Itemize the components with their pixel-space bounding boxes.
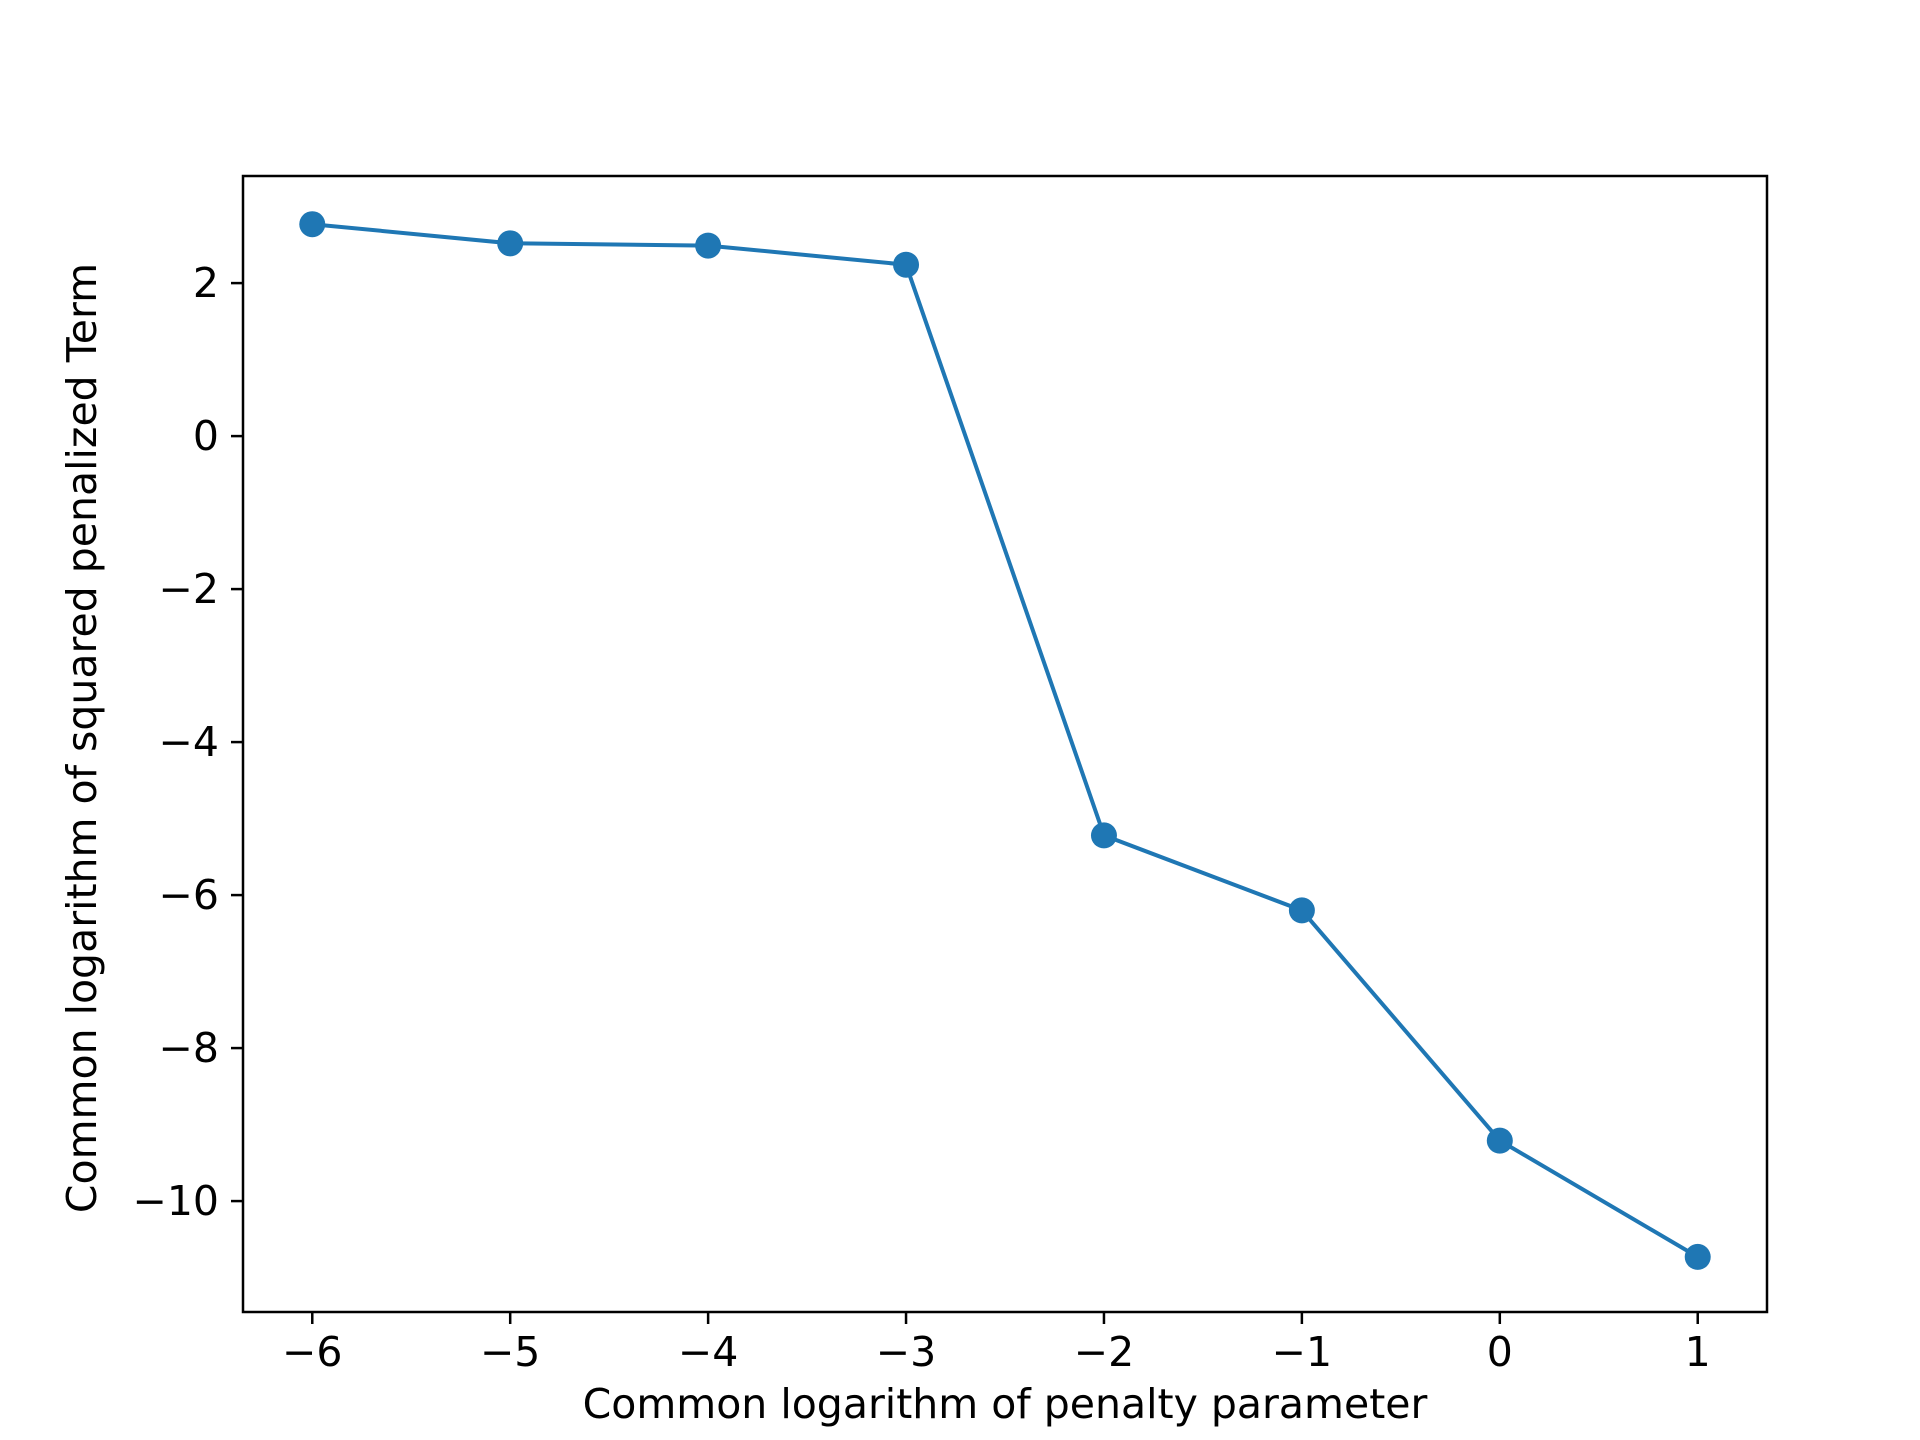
x-tick-label: 0 (1487, 1328, 1513, 1376)
y-tick-label: −10 (132, 1177, 219, 1225)
y-tick-label: 0 (193, 412, 219, 460)
x-tick-label: 1 (1685, 1328, 1711, 1376)
data-point (1090, 822, 1117, 849)
x-tick-label: −5 (480, 1328, 540, 1376)
x-axis-label: Common logarithm of penalty parameter (583, 1380, 1428, 1428)
y-tick-label: −8 (159, 1024, 219, 1072)
y-tick-label: −2 (159, 565, 219, 613)
series-line (312, 222, 1699, 1259)
data-point (299, 211, 326, 238)
x-tick-label: −1 (1272, 1328, 1332, 1376)
x-tick-label: −4 (678, 1328, 738, 1376)
y-axis: 2 0 −2 −4 −6 −8 −10 (132, 259, 243, 1225)
y-axis-label: Common logarithm of squared penalized Te… (58, 263, 106, 1213)
x-tick-label: −2 (1074, 1328, 1134, 1376)
data-point (1288, 897, 1315, 924)
x-tick-label: −6 (282, 1328, 342, 1376)
data-point (1684, 1243, 1711, 1270)
y-tick-label: −4 (159, 718, 219, 766)
y-tick-label: 2 (193, 259, 219, 307)
data-point (497, 230, 524, 257)
x-tick-label: −3 (876, 1328, 936, 1376)
plot-area (299, 211, 1711, 1270)
data-point (1486, 1127, 1513, 1154)
y-tick-label: −6 (159, 871, 219, 919)
axes-frame (241, 174, 1769, 1314)
data-point (893, 251, 920, 278)
x-axis: −6 −5 −4 −3 −2 −1 0 1 (282, 1312, 1711, 1376)
data-point (695, 232, 722, 259)
